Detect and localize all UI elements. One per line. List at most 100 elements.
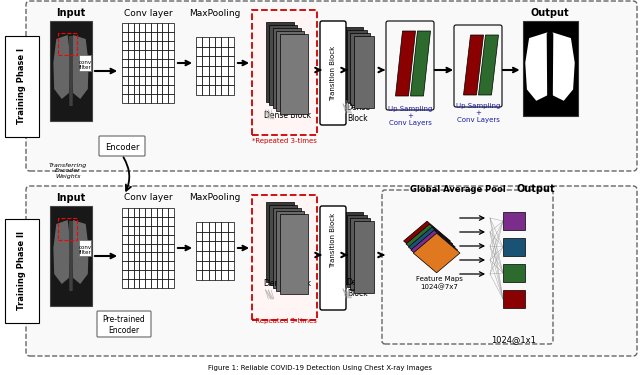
Bar: [134, 217, 140, 226]
Bar: [221, 46, 228, 56]
Bar: [140, 76, 145, 85]
Bar: [215, 46, 221, 56]
Text: Up Sampling
+
Conv Layers: Up Sampling + Conv Layers: [456, 103, 500, 123]
Bar: [128, 94, 134, 103]
Bar: [151, 41, 157, 50]
Bar: [134, 50, 140, 58]
Bar: [134, 23, 140, 32]
Bar: [221, 66, 228, 76]
Bar: [215, 232, 221, 242]
Bar: [168, 217, 174, 226]
Text: *Repeated 3-times: *Repeated 3-times: [252, 138, 317, 144]
Bar: [128, 261, 134, 270]
Bar: [196, 76, 202, 86]
Bar: [350, 218, 370, 290]
Bar: [128, 235, 134, 243]
Bar: [252, 195, 317, 320]
Bar: [266, 202, 294, 282]
Bar: [228, 56, 234, 66]
Bar: [122, 261, 128, 270]
Bar: [145, 41, 151, 50]
Bar: [221, 242, 228, 251]
Polygon shape: [72, 220, 88, 284]
Bar: [168, 279, 174, 288]
Bar: [145, 226, 151, 235]
Bar: [353, 221, 374, 293]
Bar: [163, 41, 168, 50]
Bar: [276, 31, 304, 111]
Bar: [157, 76, 163, 85]
Bar: [168, 85, 174, 94]
Bar: [128, 68, 134, 76]
Bar: [145, 32, 151, 41]
Bar: [122, 94, 128, 103]
Bar: [140, 50, 145, 58]
Bar: [122, 23, 128, 32]
Bar: [196, 232, 202, 242]
Bar: [140, 94, 145, 103]
Bar: [151, 58, 157, 68]
Bar: [151, 208, 157, 217]
Bar: [163, 261, 168, 270]
Bar: [157, 270, 163, 279]
Bar: [140, 41, 145, 50]
Bar: [215, 242, 221, 251]
Bar: [196, 37, 202, 46]
Bar: [157, 32, 163, 41]
Bar: [228, 86, 234, 95]
Bar: [163, 68, 168, 76]
Polygon shape: [53, 35, 70, 99]
Bar: [157, 217, 163, 226]
Text: Pre-trained
Encoder: Pre-trained Encoder: [102, 315, 145, 335]
Bar: [343, 27, 363, 99]
Bar: [221, 270, 228, 280]
Bar: [228, 66, 234, 76]
Bar: [196, 56, 202, 66]
Bar: [202, 37, 209, 46]
Bar: [122, 208, 128, 217]
Polygon shape: [396, 31, 415, 96]
Bar: [209, 37, 215, 46]
Bar: [168, 261, 174, 270]
Bar: [168, 270, 174, 279]
Bar: [157, 252, 163, 261]
Bar: [134, 41, 140, 50]
Bar: [151, 85, 157, 94]
Bar: [215, 251, 221, 261]
Bar: [134, 261, 140, 270]
Bar: [168, 243, 174, 252]
Bar: [215, 222, 221, 232]
Bar: [134, 208, 140, 217]
Polygon shape: [525, 32, 549, 101]
Bar: [134, 94, 140, 103]
Text: Up Sampling
+
Conv Layers: Up Sampling + Conv Layers: [388, 106, 432, 126]
Bar: [196, 242, 202, 251]
Bar: [157, 208, 163, 217]
Bar: [145, 270, 151, 279]
Bar: [228, 37, 234, 46]
Bar: [157, 279, 163, 288]
Text: Training Phase II: Training Phase II: [17, 231, 26, 310]
Bar: [157, 68, 163, 76]
Bar: [128, 226, 134, 235]
Bar: [140, 226, 145, 235]
Bar: [122, 243, 128, 252]
Bar: [151, 94, 157, 103]
Bar: [128, 76, 134, 85]
Text: Encoder: Encoder: [105, 142, 140, 152]
Bar: [280, 34, 307, 114]
Bar: [122, 235, 128, 243]
Bar: [522, 21, 577, 116]
FancyBboxPatch shape: [320, 206, 346, 310]
Bar: [151, 23, 157, 32]
Bar: [140, 85, 145, 94]
Bar: [215, 37, 221, 46]
Polygon shape: [69, 36, 73, 106]
Text: Training Phase I: Training Phase I: [17, 48, 26, 124]
Bar: [163, 235, 168, 243]
Bar: [273, 28, 301, 108]
Bar: [157, 85, 163, 94]
Bar: [168, 50, 174, 58]
Bar: [215, 270, 221, 280]
FancyBboxPatch shape: [99, 136, 145, 156]
